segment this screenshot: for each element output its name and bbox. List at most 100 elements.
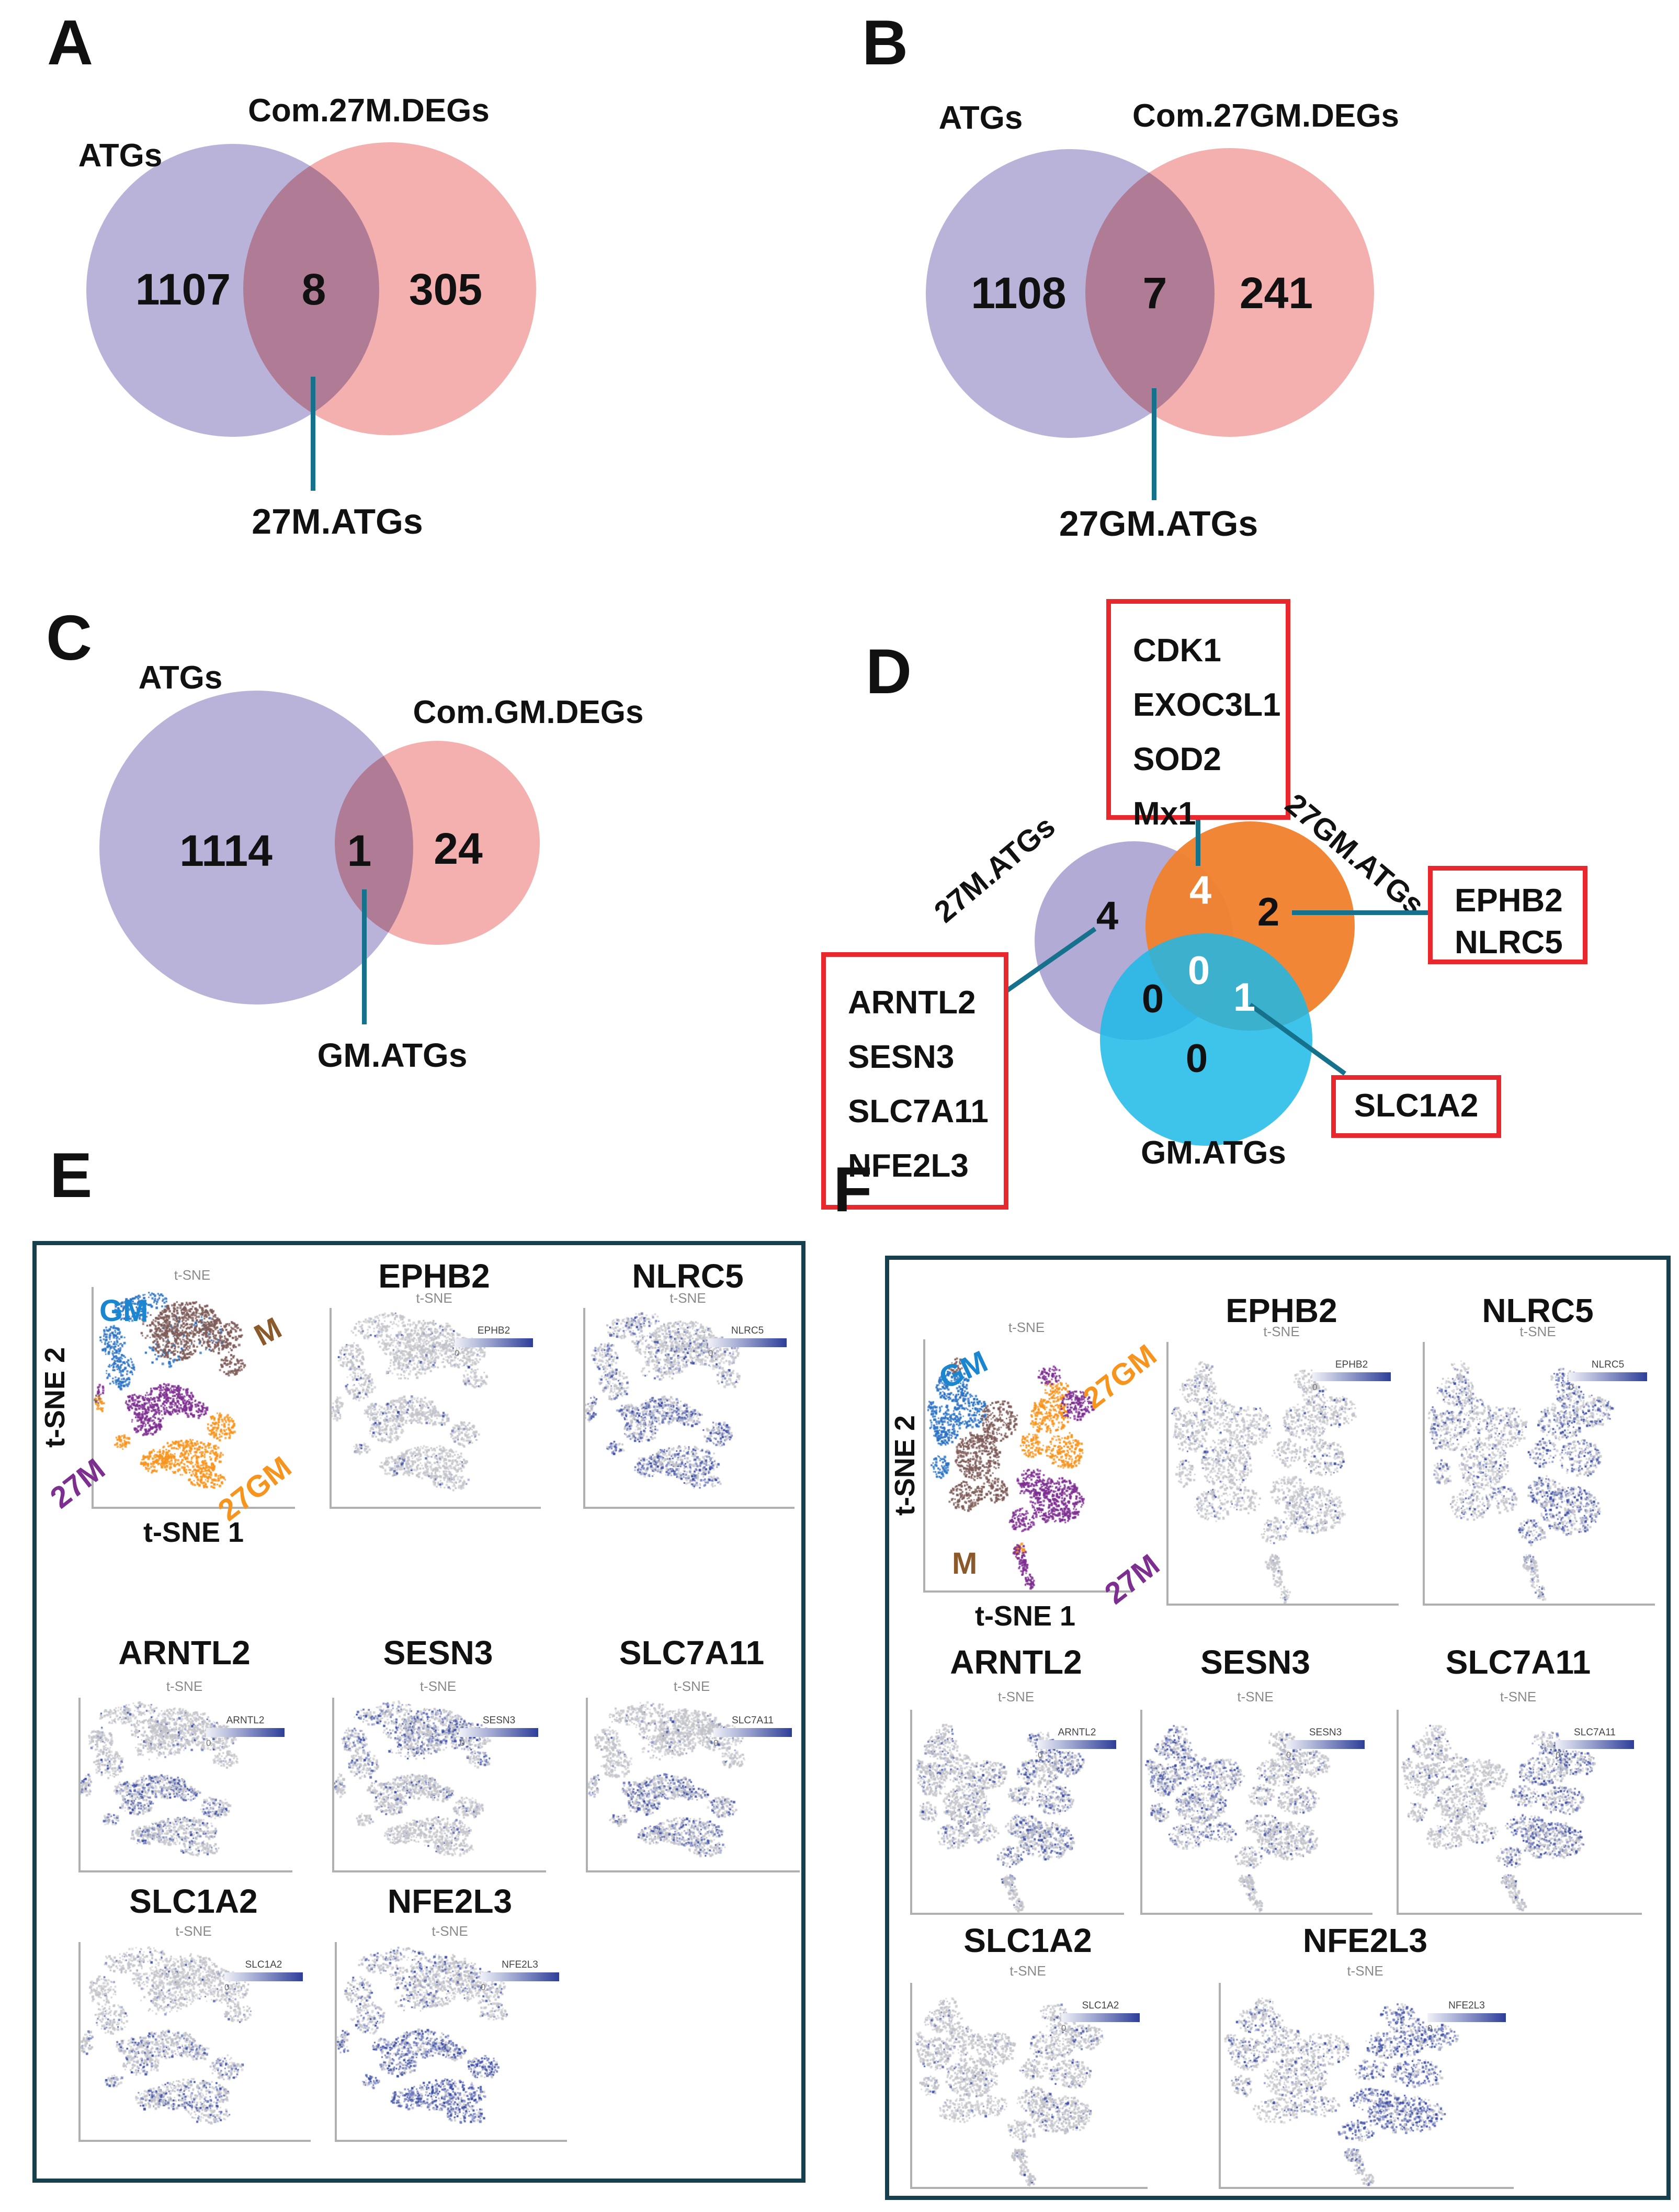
legend-min: 0 [1427,2023,1433,2033]
tsne-mini-title: t-SNE [416,1290,452,1306]
legend-min: 0 [455,1348,460,1358]
tsne-mini-title: t-SNE [1519,1324,1556,1339]
venn-a-set1-label: ATGs [78,138,163,174]
venn-b-callout-label: 27GM.ATGs [1059,504,1258,544]
legend-gene-label: EPHB2 [477,1325,510,1336]
tsne-mini-title: t-SNE [1263,1324,1300,1339]
legend-colorbar [455,1338,533,1347]
f-xlabel: t-SNE 1 [974,1600,1076,1632]
legend-colorbar [481,1972,559,1981]
e-feature-title-nfe2l3: NFE2L3 [387,1882,513,1920]
venn-b-circle-degs [1085,148,1374,437]
tsne-plot-f-nfe2l3: NFE2L3 0 [1219,1983,1514,2189]
legend-gene-label: ARNTL2 [226,1715,265,1726]
venn-a-count-left: 1107 [135,265,231,314]
tsne-plot-e-slc7a11: SLC7A11 0 [586,1698,800,1872]
legend-gene-label: ARNTL2 [1058,1727,1096,1738]
gene-nlrc5: NLRC5 [1455,924,1563,961]
gene-sesn3: SESN3 [848,1039,955,1075]
legend-min: 0 [224,1982,230,1992]
tsne-plot-f-slc1a2: SLC1A2 0 [910,1983,1148,2189]
tsne-plot-e-overview [92,1287,295,1509]
legend-colorbar [224,1972,303,1981]
gene-ephb2: EPHB2 [1455,883,1563,919]
e-feature-title-sesn3: SESN3 [383,1634,493,1672]
legend-colorbar [206,1728,285,1737]
tsne-plot-f-overview [923,1339,1132,1593]
venn-d-n-27m-only: 4 [1096,894,1119,938]
tsne-plot-f-sesn3: SESN3 0 [1140,1710,1372,1915]
legend-gene-label: NFE2L3 [1448,2000,1485,2011]
gene-box-27m-27gm: CDK1 EXOC3L1 SOD2 Mx1 [1106,599,1290,832]
f-feature-title-arntl2: ARNTL2 [950,1643,1082,1681]
e-feature-title-slc1a2: SLC1A2 [129,1882,258,1920]
expression-legend: NLRC5 0 [706,1325,789,1359]
gene-mx1: Mx1 [1133,796,1196,832]
venn-b-set2-label: Com.27GM.DEGs [1132,98,1399,134]
venn-d-bottom-set-label: GM.ATGs [1141,1135,1286,1171]
tsne-mini-title: t-SNE [670,1290,706,1306]
venn-d-n-27m-27gm: 4 [1189,868,1212,912]
expression-legend: ARNTL2 0 [1035,1727,1119,1760]
f-feature-title-nfe2l3: NFE2L3 [1302,1922,1428,1959]
legend-gene-label: SLC7A11 [1574,1727,1616,1738]
gene-nfe2l3: NFE2L3 [848,1148,969,1184]
tsne-plot-e-slc1a2: SLC1A2 0 [78,1942,311,2142]
expression-legend: EPHB2 0 [1310,1359,1393,1393]
gene-arntl2: ARNTL2 [848,985,976,1021]
tsne-mini-title: t-SNE [419,1678,457,1694]
venn-d-n-27gm-gm: 1 [1233,975,1256,1020]
legend-colorbar [1569,1372,1647,1381]
legend-min: 0 [708,1348,713,1358]
venn-c-callout-line [362,889,367,1024]
expression-legend: SLC7A11 0 [711,1715,795,1748]
legend-colorbar [713,1728,792,1737]
cluster-label-m: M [952,1547,978,1581]
venn-a-callout-label: 27M.ATGs [252,502,423,541]
venn-a-callout-line [311,377,315,491]
gene-box-27gm-only: EPHB2 NLRC5 [1428,866,1587,964]
tsne-mini-title: t-SNE [166,1678,203,1694]
gene-cdk1: CDK1 [1133,633,1221,669]
venn-c-count-left: 1114 [179,826,273,875]
tsne-mini-title: t-SNE [432,1923,468,1939]
venn-d-circle-gm [1100,933,1312,1146]
legend-gene-label: SLC1A2 [1082,2000,1119,2011]
venn-d-top-connector [1196,820,1200,866]
venn-b-callout-line [1152,388,1156,500]
f-feature-title-ephb2: EPHB2 [1226,1292,1337,1329]
expression-legend: NFE2L3 0 [1425,2000,1508,2034]
tsne-plot-e-nlrc5: NLRC5 0 [583,1308,795,1509]
tsne-plot-e-nfe2l3: NFE2L3 0 [335,1942,567,2142]
tsne-mini-title: t-SNE [1008,1319,1045,1335]
tsne-mini-title: t-SNE [997,1689,1035,1705]
expression-legend: NFE2L3 0 [478,1959,562,1993]
f-feature-title-sesn3: SESN3 [1200,1643,1310,1681]
panel-c-letter: C [46,602,93,673]
expression-legend: SESN3 0 [457,1715,541,1748]
expression-legend: ARNTL2 0 [203,1715,287,1748]
tsne-plot-f-arntl2: ARNTL2 0 [910,1710,1124,1915]
tsne-plot-e-arntl2: ARNTL2 0 [78,1698,292,1872]
tsne-mini-title: t-SNE [174,1267,211,1283]
tsne-plot-f-nlrc5: NLRC5 0 [1423,1342,1655,1606]
venn-d-n-gm-only: 0 [1185,1036,1208,1081]
tsne-plot-e-ephb2: EPHB2 0 [330,1308,541,1509]
legend-min: 0 [1556,1750,1561,1760]
e-xlabel: t-SNE 1 [143,1517,244,1548]
venn-d-right-connector [1292,910,1429,915]
venn-d-n-27m-gm: 0 [1141,977,1164,1021]
legend-min: 0 [1569,1382,1574,1392]
panel-a-letter: A [47,7,94,78]
venn-c-count-overlap: 1 [347,826,372,875]
venn-b-count-left: 1108 [971,268,1067,318]
legend-gene-label: NFE2L3 [502,1959,538,1970]
venn-d-n-27gm-only: 2 [1257,890,1280,934]
gene-slc7a11: SLC7A11 [848,1093,989,1130]
gene-slc1a2: SLC1A2 [1354,1088,1479,1124]
legend-min: 0 [481,1982,486,1992]
f-feature-title-slc1a2: SLC1A2 [963,1922,1092,1959]
tsne-mini-title: t-SNE [1347,1963,1383,1979]
legend-gene-label: NLRC5 [731,1325,764,1336]
venn-a-circle-degs [243,142,536,435]
